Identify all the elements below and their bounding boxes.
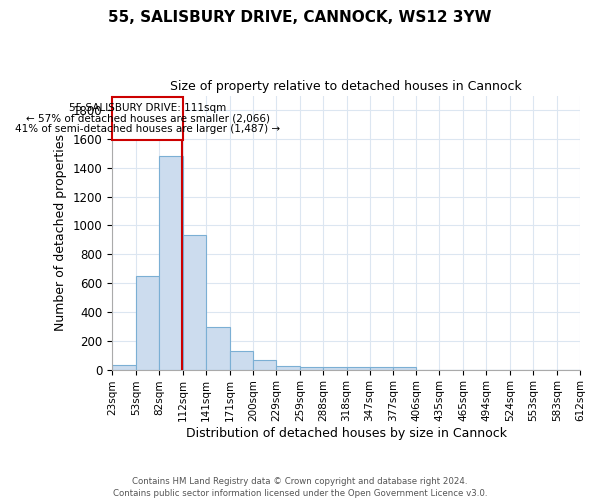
Bar (394, 367, 416, 370)
Text: 55 SALISBURY DRIVE: 111sqm: 55 SALISBURY DRIVE: 111sqm (69, 103, 226, 113)
Bar (136, 276, 159, 370)
X-axis label: Distribution of detached houses by size in Cannock: Distribution of detached houses by size … (186, 427, 507, 440)
Text: ← 57% of detached houses are smaller (2,066): ← 57% of detached houses are smaller (2,… (26, 114, 270, 124)
Bar (112, 97, 183, 140)
Bar (370, 367, 394, 370)
Bar (253, 360, 276, 370)
Title: Size of property relative to detached houses in Cannock: Size of property relative to detached ho… (170, 80, 522, 93)
Bar (300, 367, 323, 370)
Text: Contains HM Land Registry data © Crown copyright and database right 2024.
Contai: Contains HM Land Registry data © Crown c… (113, 476, 487, 498)
Text: 41% of semi-detached houses are larger (1,487) →: 41% of semi-detached houses are larger (… (15, 124, 280, 134)
Bar (159, 156, 183, 370)
Bar (230, 351, 253, 370)
Y-axis label: Number of detached properties: Number of detached properties (55, 134, 67, 331)
Bar (323, 367, 347, 370)
Bar (112, 364, 136, 370)
Text: 55, SALISBURY DRIVE, CANNOCK, WS12 3YW: 55, SALISBURY DRIVE, CANNOCK, WS12 3YW (108, 10, 492, 25)
Bar (276, 366, 300, 370)
Bar (206, 327, 230, 370)
Bar (183, 234, 206, 370)
Bar (347, 367, 370, 370)
